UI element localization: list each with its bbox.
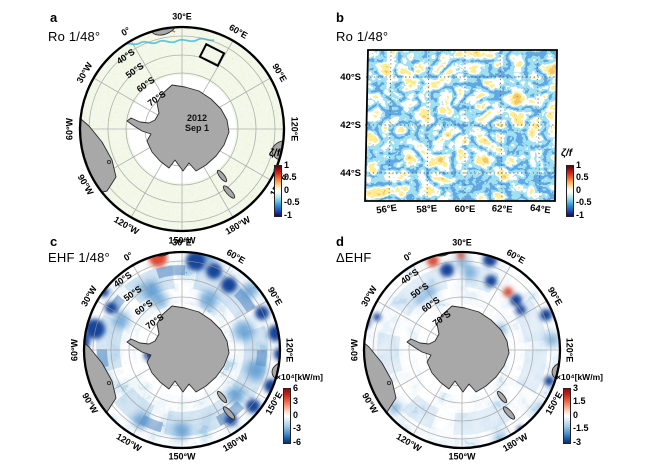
lon-label: 0° bbox=[119, 25, 132, 38]
colorbar-tick: 1.5 bbox=[573, 396, 586, 406]
y-tick-label: 40°S bbox=[340, 72, 361, 83]
lon-label: 150°W bbox=[168, 451, 196, 461]
lon-label: 150°W bbox=[448, 451, 476, 461]
colorbar-b-title: ζ/f bbox=[561, 148, 573, 159]
x-tick-label: 62°E bbox=[491, 203, 512, 215]
colorbar-a-bar bbox=[274, 165, 282, 217]
lon-label: 30°E bbox=[452, 237, 472, 247]
colorbar-tick: 0 bbox=[576, 185, 582, 195]
colorbar-d-title: ×10⁴[kW/m] bbox=[556, 372, 603, 382]
colorbar-tick: 1 bbox=[576, 160, 582, 170]
panel-b-map: 56°E 58°E 60°E 62°E 64°E 40°S 42°S 44°S bbox=[340, 49, 558, 217]
date-annotation-day: Sep 1 bbox=[185, 123, 209, 133]
lon-label: 90°E bbox=[270, 62, 288, 84]
colorbar-tick: 0 bbox=[573, 410, 579, 420]
panel-a-map: 2012 Sep 1 30°E 60°E 90°E 120°E 150°E 18… bbox=[64, 11, 300, 245]
colorbar-tick: 0 bbox=[284, 185, 290, 195]
colorbar-tick: -1 bbox=[284, 210, 293, 220]
colorbar-c-bar bbox=[283, 388, 291, 444]
lon-label: 120°E bbox=[565, 338, 575, 363]
y-tick-label: 44°S bbox=[340, 168, 361, 179]
colorbar-tick: 3 bbox=[293, 396, 299, 406]
lon-label: 60°E bbox=[227, 22, 249, 40]
colorbar-tick: 1 bbox=[284, 160, 290, 170]
panel-b-graticule bbox=[365, 49, 556, 202]
x-tick-label: 58°E bbox=[416, 203, 437, 215]
colorbar-tick: 0 bbox=[293, 410, 299, 420]
x-tick-label: 64°E bbox=[529, 203, 551, 217]
panel-d-title: ΔEHF bbox=[336, 250, 372, 265]
front-meander-line bbox=[119, 37, 215, 47]
lon-label: 30°E bbox=[172, 237, 192, 247]
colorbar-tick: -1 bbox=[576, 210, 585, 220]
colorbar-c-title: ×10⁴[kW/m] bbox=[276, 372, 323, 382]
colorbar-tick: 3 bbox=[573, 383, 579, 393]
lon-label: 120°E bbox=[285, 338, 295, 363]
panel-c-map: 30°E 60°E 90°E 120°E 150°E 180°W 150°W 1… bbox=[69, 237, 295, 461]
lon-label: 60°W bbox=[64, 117, 74, 140]
panel-c-title: EHF 1/48° bbox=[48, 250, 110, 265]
lon-label: 150°W bbox=[168, 235, 196, 245]
y-tick-label: 42°S bbox=[340, 120, 361, 131]
panel-d-map: 30°E 60°E 90°E 120°E 150°E 180°W 150°W 1… bbox=[349, 237, 575, 461]
panel-c-letter: c bbox=[50, 234, 58, 249]
lon-label: 60°W bbox=[69, 338, 79, 361]
panel-d-map-frame bbox=[362, 250, 562, 450]
colorbar-tick: 0.5 bbox=[284, 172, 297, 182]
colorbar-tick: -3 bbox=[293, 423, 302, 433]
colorbar-tick: -1.5 bbox=[573, 423, 589, 433]
panel-b-y-axis: 40°S 42°S 44°S bbox=[340, 72, 361, 179]
lon-label: 30°E bbox=[172, 11, 192, 21]
panel-a-map-frame bbox=[78, 25, 286, 233]
panel-c-map-frame bbox=[82, 250, 282, 450]
colorbar-tick: 0.5 bbox=[576, 172, 589, 182]
lon-label: 120°E bbox=[290, 117, 300, 142]
panel-c-ehf-blobs bbox=[85, 253, 279, 439]
x-tick-label: 56°E bbox=[376, 203, 398, 217]
panel-b-letter: b bbox=[336, 10, 344, 25]
lon-label: 60°W bbox=[349, 338, 359, 361]
colorbar-b-bar bbox=[566, 165, 574, 217]
colorbar-d-bar bbox=[563, 388, 571, 444]
panel-b-x-axis: 56°E 58°E 60°E 62°E 64°E bbox=[376, 203, 552, 217]
panel-d-letter: d bbox=[336, 234, 344, 249]
panel-d-graticule bbox=[365, 253, 559, 447]
date-annotation-year: 2012 bbox=[187, 113, 207, 123]
colorbar-a-title: ζ/f bbox=[269, 148, 281, 159]
panel-a-letter: a bbox=[50, 10, 58, 25]
colorbar-tick: -6 bbox=[293, 437, 302, 447]
x-tick-label: 60°E bbox=[455, 204, 476, 215]
panel-b-map-frame bbox=[364, 49, 558, 202]
colorbar-tick: -0.5 bbox=[576, 197, 592, 207]
lon-label: 0° bbox=[122, 250, 135, 263]
panel-b-title: Ro 1/48° bbox=[336, 29, 389, 44]
lon-label: 0° bbox=[402, 250, 415, 263]
colorbar-tick: -0.5 bbox=[284, 197, 300, 207]
colorbar-tick: -3 bbox=[573, 437, 582, 447]
panel-b-eddy-field bbox=[365, 50, 557, 201]
panel-a-title: Ro 1/48° bbox=[48, 29, 101, 44]
panel-b-region-box bbox=[198, 42, 226, 68]
colorbar-tick: 6 bbox=[293, 383, 299, 393]
